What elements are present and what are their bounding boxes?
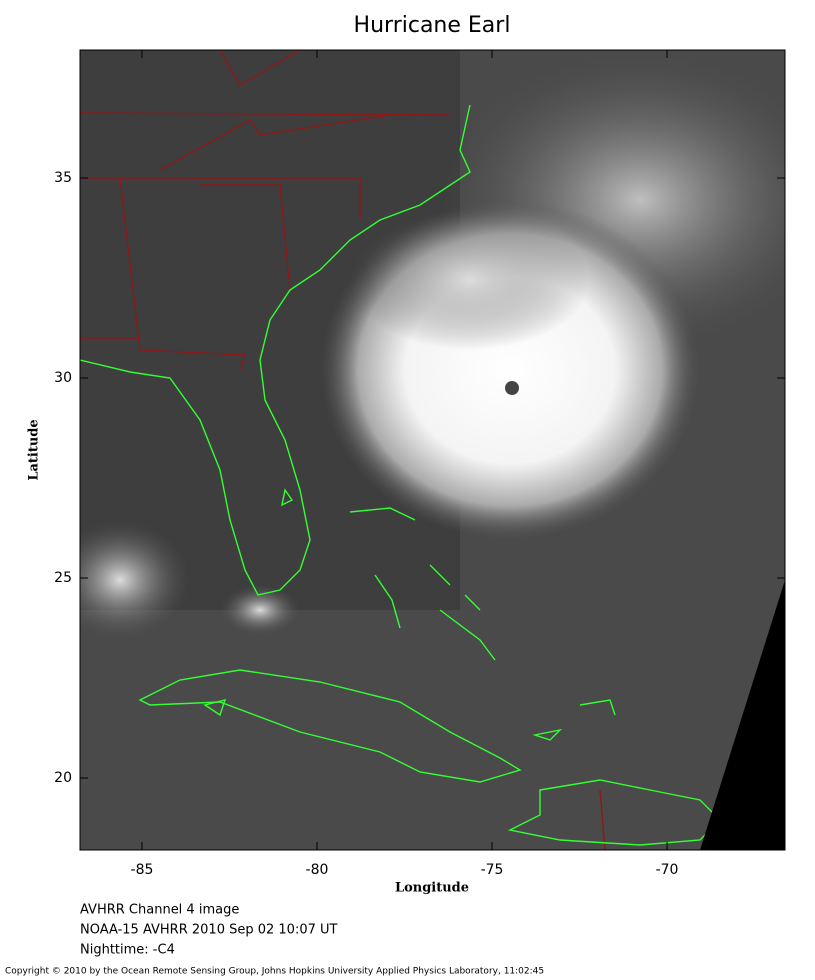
x-tick-label: -70	[656, 862, 679, 878]
x-tick-label: -85	[131, 862, 154, 878]
note: AVHRR Channel 4 image	[80, 903, 239, 918]
y-tick-label: 30	[54, 370, 72, 386]
note: Nighttime: -C4	[80, 943, 175, 958]
x-tick-label: -75	[481, 862, 504, 878]
title: Hurricane Earl	[354, 13, 511, 38]
copyright: Copyright © 2010 by the Ocean Remote Sen…	[5, 967, 544, 977]
y-tick-label: 20	[54, 770, 72, 786]
plot-frame	[79, 49, 786, 851]
satellite-image	[80, 50, 785, 850]
y-tick-label: 35	[54, 170, 72, 186]
x-axis-label: Longitude	[395, 881, 469, 896]
note: NOAA-15 AVHRR 2010 Sep 02 10:07 UT	[80, 923, 338, 938]
y-axis-label: Latitude	[27, 419, 42, 480]
y-tick-label: 25	[54, 570, 72, 586]
x-tick-label: -80	[306, 862, 329, 878]
